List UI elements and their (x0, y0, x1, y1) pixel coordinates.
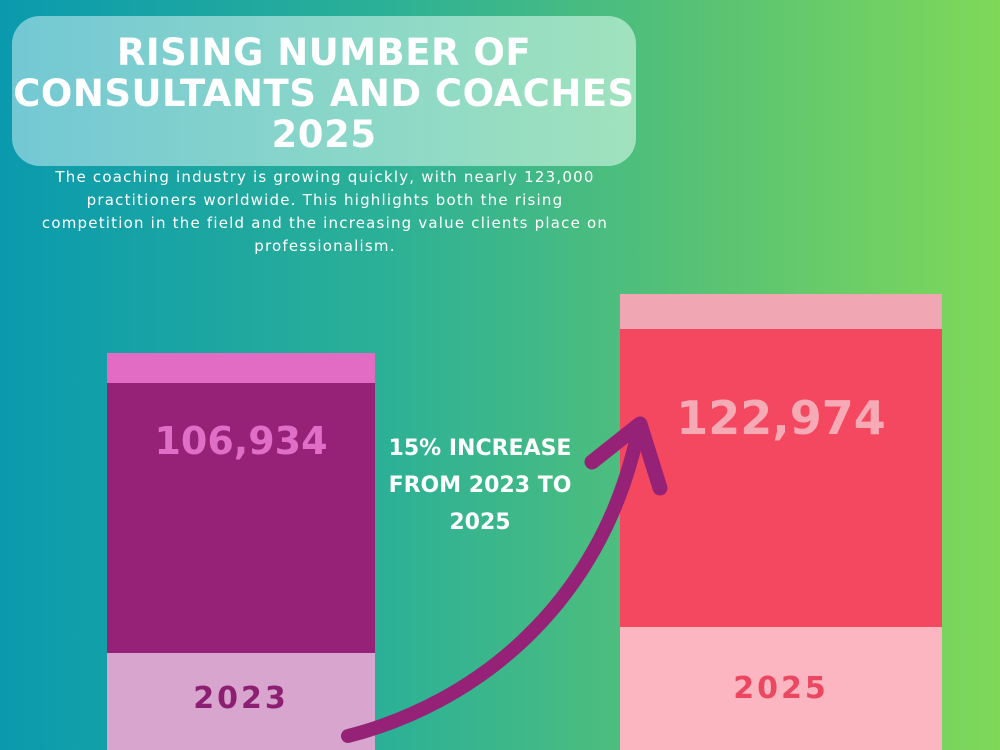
chart-title: RISING NUMBER OF CONSULTANTS AND COACHES… (13, 31, 635, 156)
chart-subtitle: The coaching industry is growing quickly… (41, 168, 609, 255)
bar-2025-category-label: 2025 (733, 671, 829, 706)
title-banner (12, 16, 636, 166)
growth-arrow-shaft (341, 425, 645, 743)
bar-2023-value-label: 106,934 (154, 419, 328, 463)
bar-2023-body (107, 383, 375, 653)
growth-annotation: 15% INCREASE FROM 2023 TO 2025 (388, 436, 572, 535)
growth-arrow-head (584, 416, 668, 496)
bar-2023-category-label: 2023 (193, 681, 289, 716)
bar-2025: 122,974 2025 (620, 294, 942, 750)
bar-2025-value-label: 122,974 (676, 391, 886, 445)
bar-2025-cap (620, 294, 942, 329)
bar-2023-cap (107, 353, 375, 383)
bar-2023: 106,934 2023 (107, 353, 375, 750)
bar-2025-body (620, 329, 942, 627)
bar-2023-base (107, 653, 375, 750)
bar-2025-base (620, 627, 942, 750)
